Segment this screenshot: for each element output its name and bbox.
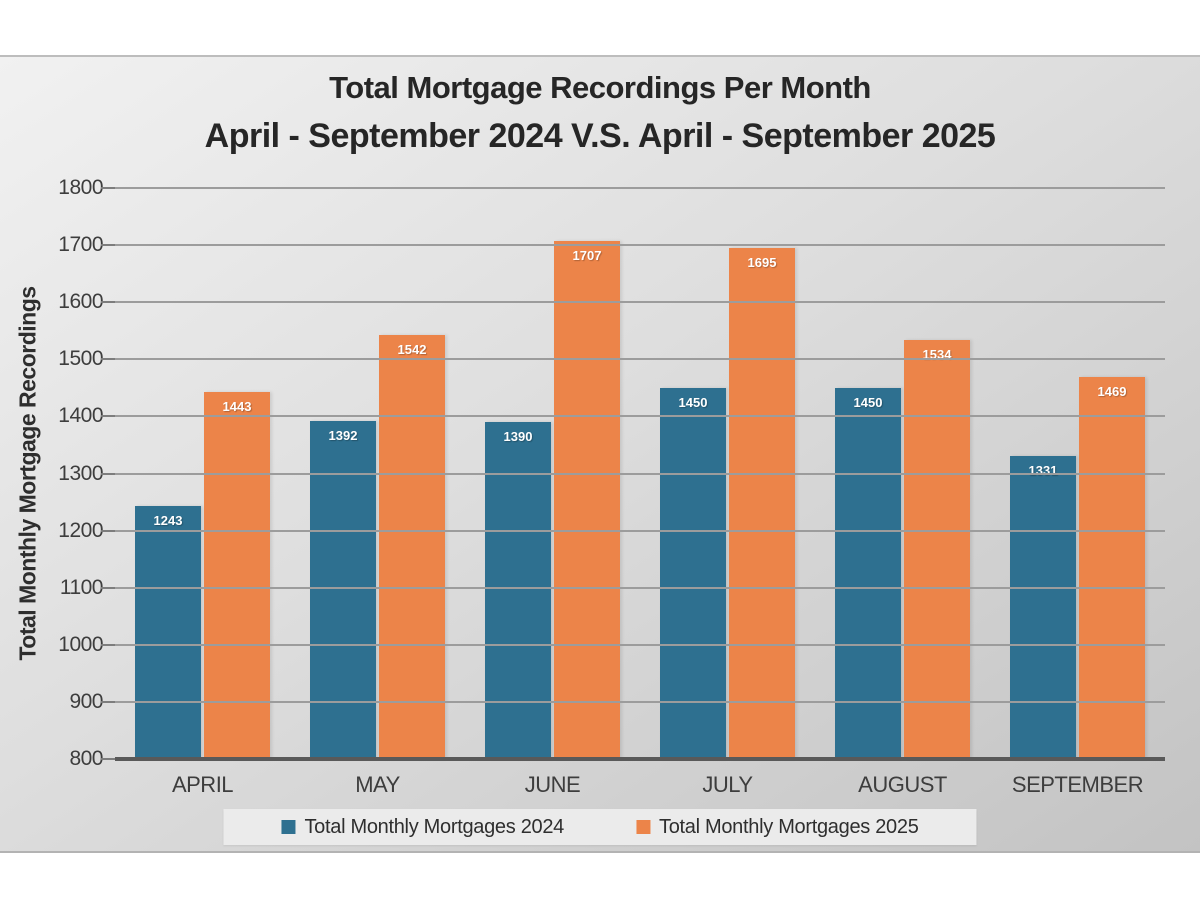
y-tick-label-1100: 1100 <box>59 575 104 599</box>
bar-value-label: 1469 <box>1097 384 1127 399</box>
gridline-1500 <box>115 358 1165 361</box>
bar-september-2024: 1331 <box>1010 455 1076 759</box>
bar-july-2025: 1695 <box>729 248 795 759</box>
bar-april-2024: 1243 <box>135 506 201 759</box>
y-tick-mark-1500 <box>101 358 115 361</box>
bar-value-label: 1450 <box>853 394 883 410</box>
bar-value-label: 1707 <box>572 248 602 264</box>
x-axis-label-april: APRIL <box>171 772 234 797</box>
x-axis-line <box>115 757 1165 761</box>
chart-title: Total Mortgage Recordings Per Month Apri… <box>0 65 1200 161</box>
bar-may-2025: 1542 <box>379 335 445 759</box>
bar-july-2024: 1450 <box>660 387 726 759</box>
y-tick-label-900: 900 <box>69 689 103 713</box>
gridline-1200 <box>115 529 1165 532</box>
bar-april-2025: 1443 <box>204 391 270 759</box>
gridline-1100 <box>115 586 1165 589</box>
bar-value-label: 1243 <box>153 513 183 528</box>
x-axis-label-september: SEPTEMBER <box>1011 772 1144 797</box>
gridline-1800 <box>115 187 1165 189</box>
y-tick-mark-1100 <box>101 586 115 589</box>
y-tick-mark-1400 <box>101 415 115 418</box>
bar-value-label: 1534 <box>922 346 952 362</box>
bar-value-label: 1695 <box>747 255 777 270</box>
chart-title-line-2: April - September 2024 V.S. April - Sept… <box>204 117 996 155</box>
gridline-1600 <box>115 301 1165 304</box>
legend-item-2024: Total Monthly Mortgages 2024 <box>281 816 564 839</box>
y-tick-label-1000: 1000 <box>58 632 103 656</box>
bar-group-september: 1331 1469 <box>990 188 1165 759</box>
y-tick-mark-800 <box>101 758 115 760</box>
legend-label: Total Monthly Mortgages 2025 <box>659 815 919 838</box>
gridline-900 <box>115 700 1165 703</box>
mortgage-recordings-bar-chart: Total Mortgage Recordings Per Month Apri… <box>0 55 1200 853</box>
y-axis-tick-labels: 800 900 1000 1100 1200 1300 1400 1500 1600 1700 18… <box>0 176 104 770</box>
y-tick-label-1800: 1800 <box>58 176 103 199</box>
bar-group-april: 1243 1443 <box>115 188 290 759</box>
gridline-1000 <box>115 643 1165 646</box>
gridline-1700 <box>115 244 1165 247</box>
gridline-1400 <box>115 415 1165 418</box>
y-tick-mark-1000 <box>101 643 115 646</box>
y-tick-mark-1300 <box>101 472 115 475</box>
y-tick-mark-1600 <box>101 301 115 304</box>
y-tick-mark-1700 <box>101 244 115 247</box>
bar-value-label: 1443 <box>222 398 252 414</box>
chart-legend: Total Monthly Mortgages 2024 Total Monthl… <box>223 809 977 845</box>
y-tick-mark-1800 <box>101 187 115 189</box>
bar-august-2025: 1534 <box>904 339 970 759</box>
legend-swatch-icon <box>281 820 296 834</box>
bar-value-label: 1450 <box>678 394 708 410</box>
bar-value-label: 1331 <box>1028 462 1058 478</box>
bar-value-label: 1542 <box>397 342 427 358</box>
legend-item-2025: Total Monthly Mortgages 2025 <box>636 816 919 839</box>
y-tick-label-1700: 1700 <box>58 233 103 257</box>
y-tick-label-800: 800 <box>69 747 103 770</box>
x-axis-label-june: JUNE <box>524 772 581 797</box>
x-axis-labels: APRIL MAY JUNE JULY AUGUST SEPTEMBER <box>115 772 1165 798</box>
bar-august-2024: 1450 <box>835 387 901 759</box>
legend-swatch-icon <box>636 820 650 834</box>
bar-value-label: 1390 <box>503 429 533 445</box>
x-axis-label-august: AUGUST <box>858 772 947 797</box>
bar-group-july: 1450 1695 <box>640 188 815 759</box>
y-tick-label-1500: 1500 <box>58 347 103 371</box>
bar-group-august: 1450 1534 <box>815 188 990 759</box>
y-tick-label-1400: 1400 <box>58 404 103 428</box>
x-axis-label-july: JULY <box>702 772 753 797</box>
bar-june-2025: 1707 <box>554 241 620 759</box>
gridline-1300 <box>115 472 1165 475</box>
y-tick-mark-900 <box>101 700 115 703</box>
legend-label: Total Monthly Mortgages 2024 <box>304 815 564 838</box>
y-tick-label-1600: 1600 <box>58 290 103 314</box>
chart-title-line-1: Total Mortgage Recordings Per Month <box>329 70 871 105</box>
y-tick-label-1300: 1300 <box>58 461 103 485</box>
bar-value-label: 1392 <box>328 428 358 443</box>
y-tick-mark-1200 <box>101 529 115 532</box>
y-tick-label-1200: 1200 <box>58 518 103 542</box>
plot-area: 1243 1443 1392 1542 1390 1707 1450 1695 1450 1534… <box>101 187 1165 761</box>
bar-september-2025: 1469 <box>1079 377 1145 759</box>
x-axis-label-may: MAY <box>355 772 400 797</box>
